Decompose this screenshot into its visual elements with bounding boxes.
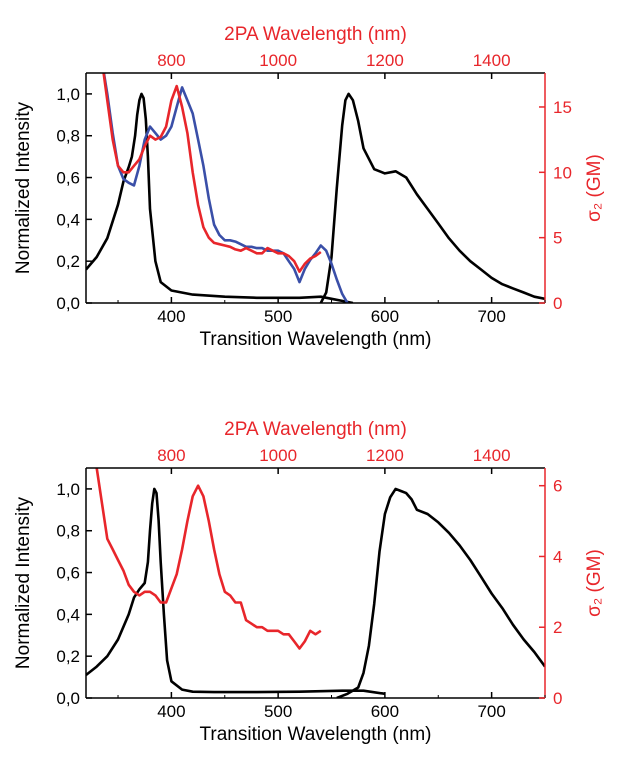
series-line-1 bbox=[336, 487, 545, 698]
y-tick-label: 0,0 bbox=[56, 689, 80, 708]
top-tick-label: 800 bbox=[157, 446, 185, 465]
y2-tick-label: 6 bbox=[553, 477, 562, 496]
x-axis-title: Transition Wavelength (nm) bbox=[200, 329, 432, 350]
top-tick-label: 1400 bbox=[473, 446, 511, 465]
y-tick-label: 0,2 bbox=[56, 252, 80, 271]
y2-axis-title: σ₂ (GM) bbox=[584, 154, 605, 222]
top-tick-label: 1200 bbox=[366, 446, 404, 465]
x-tick-label: 400 bbox=[157, 702, 185, 721]
y-tick-label: 0,6 bbox=[56, 169, 80, 188]
y-tick-label: 0,4 bbox=[56, 210, 80, 229]
y2-tick-label: 4 bbox=[553, 547, 562, 566]
x-tick-label: 600 bbox=[371, 307, 399, 326]
x-tick-label: 700 bbox=[477, 307, 505, 326]
y2-tick-label: 15 bbox=[553, 98, 572, 117]
y-tick-label: 1,0 bbox=[56, 480, 80, 499]
y-tick-label: 0,6 bbox=[56, 564, 80, 583]
x-tick-label: 500 bbox=[264, 307, 292, 326]
y2-axis-title: σ₂ (GM) bbox=[584, 549, 605, 617]
y-tick-label: 0,8 bbox=[56, 127, 80, 146]
series-group bbox=[86, 73, 545, 303]
series-group bbox=[86, 468, 545, 698]
top-tick-label: 1000 bbox=[259, 51, 297, 70]
y2-tick-label: 10 bbox=[553, 163, 572, 182]
y-axis-title: Normalized Intensity bbox=[13, 101, 34, 274]
top-axis-title: 2PA Wavelength (nm) bbox=[224, 24, 407, 45]
y-tick-label: 0,0 bbox=[56, 294, 80, 313]
y-axis-title: Normalized Intensity bbox=[13, 496, 34, 669]
top-tick-label: 1200 bbox=[366, 51, 404, 70]
top-tick-label: 1400 bbox=[473, 51, 511, 70]
x-tick-label: 500 bbox=[264, 702, 292, 721]
y2-tick-label: 2 bbox=[553, 618, 562, 637]
series-line-0 bbox=[86, 92, 354, 303]
x-tick-label: 700 bbox=[477, 702, 505, 721]
series-line-2 bbox=[95, 468, 322, 650]
series-line-1 bbox=[319, 92, 545, 303]
y-tick-label: 0,2 bbox=[56, 647, 80, 666]
x-tick-label: 600 bbox=[371, 702, 399, 721]
y2-tick-label: 0 bbox=[553, 294, 562, 313]
top-axis-title: 2PA Wavelength (nm) bbox=[224, 419, 407, 440]
y2-tick-label: 0 bbox=[553, 689, 562, 708]
series-line-0 bbox=[86, 487, 386, 696]
y-tick-label: 0,4 bbox=[56, 605, 80, 624]
y2-tick-label: 5 bbox=[553, 229, 562, 248]
series-line-2 bbox=[102, 73, 349, 303]
top-tick-label: 800 bbox=[157, 51, 185, 70]
x-axis-title: Transition Wavelength (nm) bbox=[200, 724, 432, 745]
y-tick-label: 1,0 bbox=[56, 85, 80, 104]
series-line-3 bbox=[102, 73, 322, 273]
x-tick-label: 400 bbox=[157, 307, 185, 326]
top-tick-label: 1000 bbox=[259, 446, 297, 465]
y-tick-label: 0,8 bbox=[56, 522, 80, 541]
